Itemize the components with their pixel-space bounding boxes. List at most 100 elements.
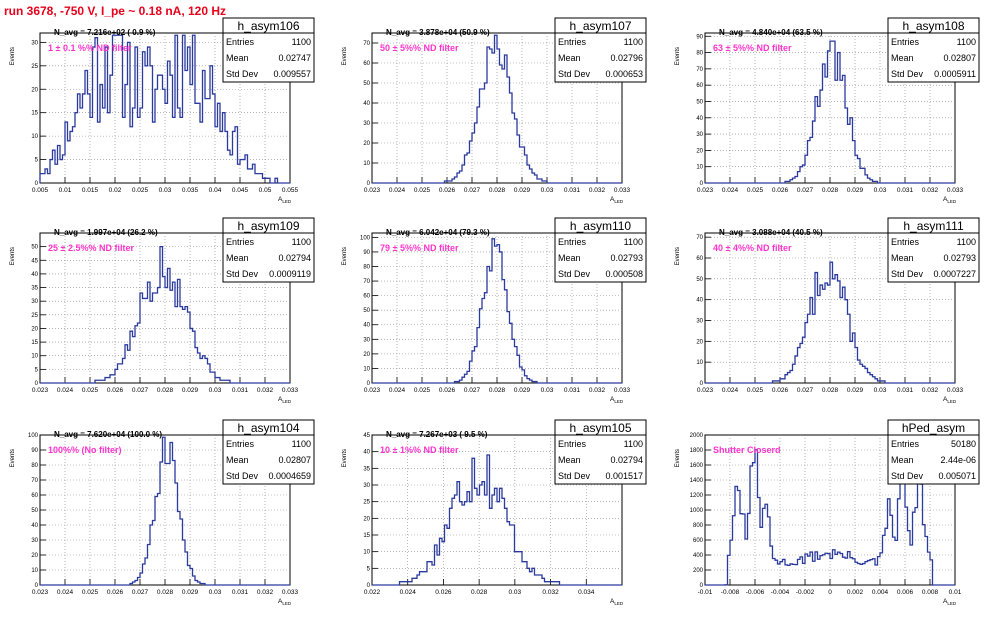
stats-value: 0.0004659 xyxy=(268,471,311,481)
y-tick-label: 1400 xyxy=(690,478,704,484)
y-tick-label: 20 xyxy=(31,326,38,332)
y-tick-label: 10 xyxy=(696,360,703,366)
x-tick-label: 0 xyxy=(828,589,832,596)
y-tick-label: 40 xyxy=(696,298,703,304)
stats-value: 1100 xyxy=(957,37,976,47)
x-tick-label: 0.033 xyxy=(947,387,964,394)
y-tick-label: 10 xyxy=(363,550,370,556)
x-tick-label: 0.032 xyxy=(257,387,274,394)
y-tick-label: 0 xyxy=(367,181,371,187)
y-tick-label: 1600 xyxy=(690,463,704,469)
x-tick-label: -0.002 xyxy=(796,589,815,596)
x-tick-label: 0.023 xyxy=(364,387,381,394)
y-tick-label: 40 xyxy=(363,101,370,107)
x-tick-label: 0.026 xyxy=(439,187,456,194)
y-tick-label: 5 xyxy=(35,158,39,164)
y-tick-label: 70 xyxy=(363,41,370,47)
y-tick-label: 20 xyxy=(696,339,703,345)
y-tick-label: 30 xyxy=(363,337,370,343)
histogram-panel-h_asym106: 0.005 0.01 0.015 0.02 0.025 0.03 0.035 0.04 0.04… xyxy=(10,17,315,204)
x-tick-label: 0.04 xyxy=(209,187,222,194)
y-tick-label: 10 xyxy=(363,366,370,372)
x-tick-label: 0.027 xyxy=(464,387,481,394)
stats-label: Entries xyxy=(226,439,255,449)
y-tick-label: 1800 xyxy=(690,448,704,454)
y-tick-label: 45 xyxy=(31,258,38,264)
y-tick-label: 40 xyxy=(696,116,703,122)
y-tick-label: 20 xyxy=(363,141,370,147)
stats-value: 1100 xyxy=(624,37,643,47)
y-tick-label: 30 xyxy=(31,538,38,544)
filter-label: 79 ± 5%% ND filter xyxy=(380,243,459,253)
stats-label: Mean xyxy=(558,455,581,465)
stats-box xyxy=(222,17,315,83)
plot-frame xyxy=(371,434,623,586)
x-tick-label: 0.01 xyxy=(949,589,962,596)
x-tick-label: 0.031 xyxy=(897,187,914,194)
x-tick-label: 0.026 xyxy=(435,589,452,596)
y-tick-label: 1000 xyxy=(690,508,704,514)
stats-value: 0.0009119 xyxy=(269,269,311,279)
y-tick-label: 50 xyxy=(696,99,703,105)
x-tick-label: 0.05 xyxy=(259,187,272,194)
stats-value: 0.02807 xyxy=(278,455,311,465)
stats-value: 0.02794 xyxy=(610,455,643,465)
histogram-panel-h_asym108: 0.023 0.024 0.025 0.026 0.027 0.028 0.029 0.03 0… xyxy=(675,17,980,204)
x-tick-label: 0.031 xyxy=(564,187,581,194)
y-tick-label: 0 xyxy=(35,381,39,387)
x-tick-label: 0.026 xyxy=(772,387,789,394)
x-tick-label: 0.045 xyxy=(232,187,249,194)
y-tick-label: 40 xyxy=(31,272,38,278)
x-axis-label: ALED xyxy=(278,396,292,404)
x-tick-label: 0.025 xyxy=(747,387,764,394)
x-tick-label: 0.023 xyxy=(364,187,381,194)
y-tick-label: 15 xyxy=(31,111,38,117)
y-tick-label: 20 xyxy=(696,148,703,154)
stats-value: 0.02794 xyxy=(278,253,311,263)
x-tick-label: 0.029 xyxy=(847,187,864,194)
filter-label: 25 ± 2.5%% ND filter xyxy=(48,243,134,253)
n-avg-label: N_avg = 6.042e+04 (79.3 %) xyxy=(386,228,490,237)
y-tick-label: 0 xyxy=(700,381,704,387)
x-tick-label: 0.025 xyxy=(414,387,431,394)
y-tick-label: 10 xyxy=(363,161,370,167)
histogram-series xyxy=(39,34,290,184)
stats-value: 2.44e-06 xyxy=(940,455,976,465)
y-tick-label: 50 xyxy=(31,508,38,514)
y-tick-label: 60 xyxy=(363,294,370,300)
filter-label: 63 ± 5%% ND filter xyxy=(713,43,792,53)
y-tick-label: 30 xyxy=(696,132,703,138)
y-axis-label: Events xyxy=(10,247,16,265)
x-tick-label: 0.027 xyxy=(132,387,149,394)
x-tick-label: 0.032 xyxy=(922,387,939,394)
x-tick-label: 0.032 xyxy=(589,187,606,194)
y-tick-label: 30 xyxy=(31,40,38,46)
histogram-panel-h_asym107: 0.023 0.024 0.025 0.026 0.027 0.028 0.029 0.03 0… xyxy=(342,17,647,204)
stats-box xyxy=(887,419,980,485)
y-tick-label: 60 xyxy=(363,61,370,67)
x-tick-label: 0.026 xyxy=(439,387,456,394)
x-axis-label: ALED xyxy=(610,598,624,606)
filter-label: 10 ± 1%% ND filter xyxy=(380,445,459,455)
x-tick-label: 0.027 xyxy=(464,187,481,194)
x-axis-label: ALED xyxy=(278,598,292,606)
x-tick-label: 0.028 xyxy=(157,387,174,394)
x-tick-label: 0.024 xyxy=(57,589,74,596)
n-avg-label: N_avg = 4.840e+04 (63.5 %) xyxy=(719,28,823,37)
y-tick-label: 30 xyxy=(696,319,703,325)
x-axis-label: ALED xyxy=(610,396,624,404)
x-tick-label: 0.026 xyxy=(107,387,124,394)
y-tick-label: 15 xyxy=(31,340,38,346)
y-tick-label: 35 xyxy=(31,286,38,292)
x-tick-label: 0.024 xyxy=(389,187,406,194)
x-tick-label: -0.01 xyxy=(698,589,713,596)
x-tick-label: 0.028 xyxy=(157,589,174,596)
x-tick-label: 0.023 xyxy=(32,387,49,394)
stats-value: 1100 xyxy=(957,237,976,247)
x-tick-label: 0.02 xyxy=(109,187,122,194)
x-tick-label: 0.03 xyxy=(541,187,554,194)
histogram-panel-hPed_asym: -0.01 -0.008 -0.006 -0.004 -0.002 0 0.002 0.004… xyxy=(675,419,980,606)
stats-value: 0.001517 xyxy=(605,471,643,481)
x-tick-label: 0.055 xyxy=(282,187,299,194)
y-tick-label: 5 xyxy=(367,566,371,572)
